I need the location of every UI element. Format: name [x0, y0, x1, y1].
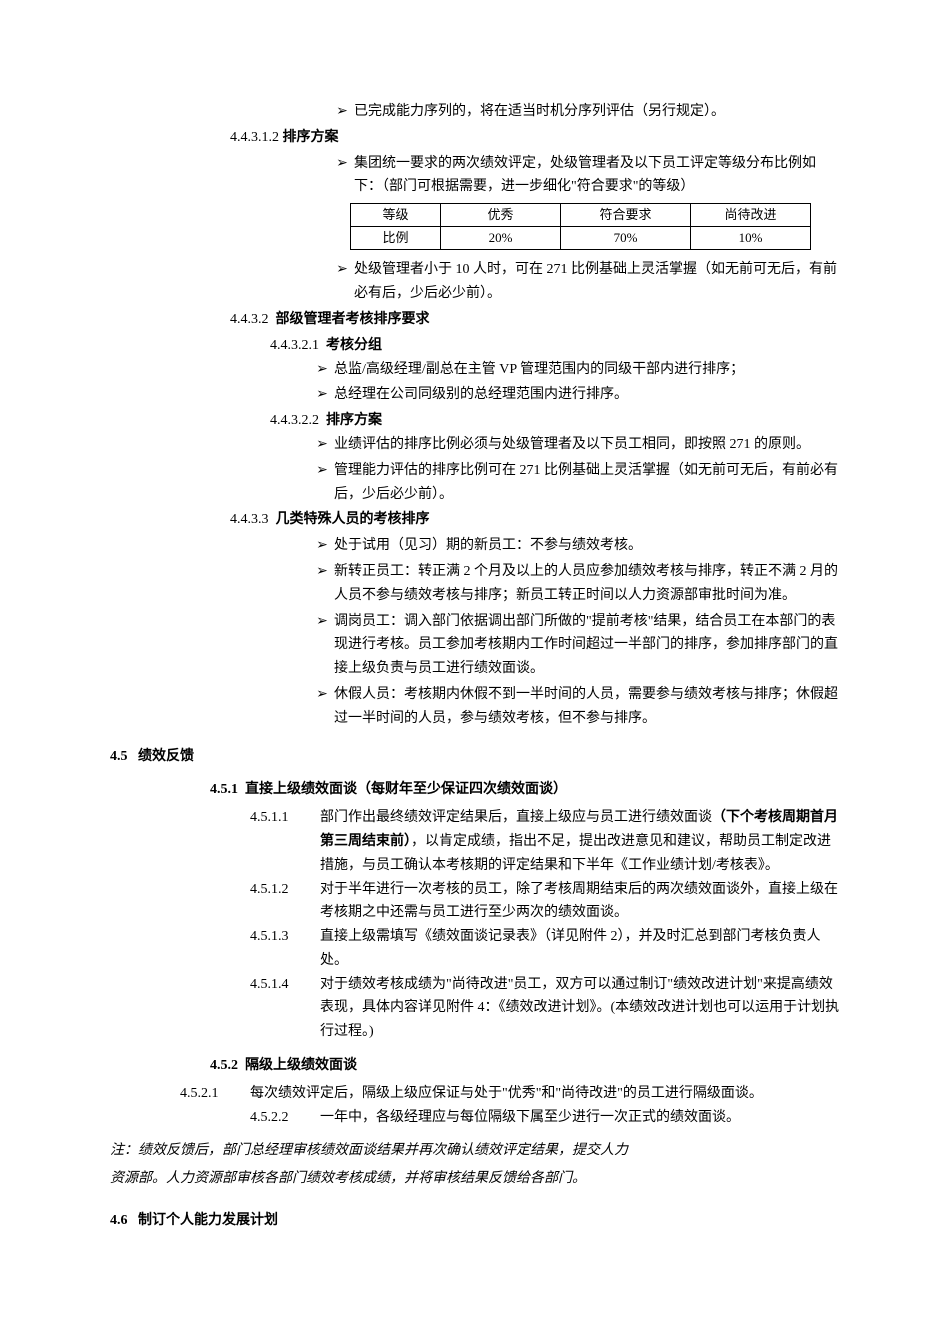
bullet-marker: ➢ [330, 152, 354, 200]
section-number: 4.4.3.3 [230, 512, 269, 527]
section-number: 4.4.3.2.2 [270, 413, 319, 428]
table-cell: 等级 [351, 204, 441, 227]
heading-45: 4.5 绩效反馈 [110, 745, 840, 769]
para-number: 4.5.2.2 [250, 1106, 320, 1130]
section-title: 几类特殊人员的考核排序 [276, 512, 430, 527]
table-cell: 尚待改进 [691, 204, 811, 227]
section-title: 考核分组 [326, 338, 382, 353]
bullet-marker: ➢ [330, 258, 354, 306]
heading-44322: 4.4.3.2.2 排序方案 [270, 409, 840, 433]
bullet-gm-grouping: ➢ 总经理在公司同级别的总经理范围内进行排序。 [310, 383, 840, 407]
bullet-text: 业绩评估的排序比例必须与处级管理者及以下员工相同，即按照 271 的原则。 [334, 433, 840, 457]
bullet-text: 处于试用（见习）期的新员工：不参与绩效考核。 [334, 534, 840, 558]
section-number: 4.4.3.2.1 [270, 338, 319, 353]
note-line2: 资源部。人力资源部审核各部门绩效考核成绩，并将审核结果反馈给各部门。 [110, 1165, 840, 1193]
para-4521: 4.5.2.1 每次绩效评定后，隔级上级应保证与处于"优秀"和"尚待改进"的员工… [180, 1082, 840, 1106]
para-number: 4.5.1.1 [250, 806, 320, 877]
para-4522: 4.5.2.2 一年中，各级经理应与每位隔级下属至少进行一次正式的绩效面谈。 [250, 1106, 840, 1130]
para-number: 4.5.1.4 [250, 973, 320, 1044]
bullet-text: 集团统一要求的两次绩效评定，处级管理者及以下员工评定等级分布比例如下：（部门可根… [354, 152, 840, 200]
para-text: 对于绩效考核成绩为"尚待改进"员工，双方可以通过制订"绩效改进计划"来提高绩效表… [320, 973, 840, 1044]
section-title: 部级管理者考核排序要求 [276, 312, 430, 327]
section-title: 隔级上级绩效面谈 [245, 1058, 357, 1073]
para-number: 4.5.1.3 [250, 925, 320, 973]
section-title: 排序方案 [283, 130, 339, 145]
bullet-probation: ➢ 处于试用（见习）期的新员工：不参与绩效考核。 [310, 534, 840, 558]
bullet-text: 处级管理者小于 10 人时，可在 271 比例基础上灵活掌握（如无前可无后，有前… [354, 258, 840, 306]
heading-4432: 4.4.3.2 部级管理者考核排序要求 [230, 308, 840, 332]
bullet-text: 调岗员工：调入部门依据调出部门所做的"提前考核"结果，结合员工在本部门的表现进行… [334, 610, 840, 681]
bullet-marker: ➢ [310, 560, 334, 608]
bullet-marker: ➢ [310, 459, 334, 507]
section-title: 排序方案 [326, 413, 382, 428]
bullet-less-than-10: ➢ 处级管理者小于 10 人时，可在 271 比例基础上灵活掌握（如无前可无后，… [330, 258, 840, 306]
bullet-marker: ➢ [310, 534, 334, 558]
heading-451: 4.5.1 直接上级绩效面谈（每财年至少保证四次绩效面谈） [210, 778, 840, 802]
note-line1: 注：绩效反馈后，部门总经理审核绩效面谈结果并再次确认绩效评定结果，提交人力 [110, 1137, 840, 1165]
table-cell: 70% [561, 227, 691, 250]
section-title: 制订个人能力发展计划 [138, 1213, 278, 1228]
heading-46: 4.6 制订个人能力发展计划 [110, 1209, 840, 1233]
para-text: 直接上级需填写《绩效面谈记录表》（详见附件 2），并及时汇总到部门考核负责人处。 [320, 925, 840, 973]
bullet-text: 管理能力评估的排序比例可在 271 比例基础上灵活掌握（如无前可无后，有前必有后… [334, 459, 840, 507]
bullet-marker: ➢ [310, 610, 334, 681]
table-cell: 20% [441, 227, 561, 250]
rating-distribution-table: 等级 优秀 符合要求 尚待改进 比例 20% 70% 10% [350, 203, 811, 250]
bullet-text: 已完成能力序列的，将在适当时机分序列评估（另行规定）。 [354, 100, 840, 124]
bullet-director-grouping: ➢ 总监/高级经理/副总在主管 VP 管理范围内的同级干部内进行排序； [310, 358, 840, 382]
bullet-newly-regular: ➢ 新转正员工：转正满 2 个月及以上的人员应参加绩效考核与排序，转正不满 2 … [310, 560, 840, 608]
section-number: 4.4.3.2 [230, 312, 269, 327]
bullet-mgmt-ratio: ➢ 管理能力评估的排序比例可在 271 比例基础上灵活掌握（如无前可无后，有前必… [310, 459, 840, 507]
table-cell: 10% [691, 227, 811, 250]
section-number: 4.5 [110, 749, 128, 764]
table-row: 比例 20% 70% 10% [351, 227, 811, 250]
section-title: 直接上级绩效面谈（每财年至少保证四次绩效面谈） [245, 782, 567, 797]
para-4514: 4.5.1.4 对于绩效考核成绩为"尚待改进"员工，双方可以通过制订"绩效改进计… [250, 973, 840, 1044]
section-number: 4.5.1 [210, 782, 238, 797]
note-feedback: 注：绩效反馈后，部门总经理审核绩效面谈结果并再次确认绩效评定结果，提交人力 资源… [110, 1137, 840, 1193]
para-text: 每次绩效评定后，隔级上级应保证与处于"优秀"和"尚待改进"的员工进行隔级面谈。 [250, 1082, 840, 1106]
bullet-text: 休假人员：考核期内休假不到一半时间的人员，需要参与绩效考核与排序；休假超过一半时… [334, 683, 840, 731]
bullet-marker: ➢ [310, 383, 334, 407]
bullet-marker: ➢ [330, 100, 354, 124]
para-4512: 4.5.1.2 对于半年进行一次考核的员工，除了考核周期结束后的两次绩效面谈外，… [250, 878, 840, 926]
heading-452: 4.5.2 隔级上级绩效面谈 [210, 1054, 840, 1078]
bullet-marker: ➢ [310, 433, 334, 457]
bullet-text: 总经理在公司同级别的总经理范围内进行排序。 [334, 383, 840, 407]
para-text: 对于半年进行一次考核的员工，除了考核周期结束后的两次绩效面谈外，直接上级在考核期… [320, 878, 840, 926]
bullet-on-leave: ➢ 休假人员：考核期内休假不到一半时间的人员，需要参与绩效考核与排序；休假超过一… [310, 683, 840, 731]
table-cell: 符合要求 [561, 204, 691, 227]
text-plain: 部门作出最终绩效评定结果后，直接上级应与员工进行绩效面谈 [320, 810, 712, 825]
bullet-transferred: ➢ 调岗员工：调入部门依据调出部门所做的"提前考核"结果，结合员工在本部门的表现… [310, 610, 840, 681]
bullet-text: 总监/高级经理/副总在主管 VP 管理范围内的同级干部内进行排序； [334, 358, 840, 382]
heading-4433: 4.4.3.3 几类特殊人员的考核排序 [230, 508, 840, 532]
bullet-group-requirement: ➢ 集团统一要求的两次绩效评定，处级管理者及以下员工评定等级分布比例如下：（部门… [330, 152, 840, 200]
para-number: 4.5.1.2 [250, 878, 320, 926]
bullet-marker: ➢ [310, 683, 334, 731]
para-4513: 4.5.1.3 直接上级需填写《绩效面谈记录表》（详见附件 2），并及时汇总到部… [250, 925, 840, 973]
table-cell: 优秀 [441, 204, 561, 227]
section-number: 4.5.2 [210, 1058, 238, 1073]
table-cell: 比例 [351, 227, 441, 250]
table-row: 等级 优秀 符合要求 尚待改进 [351, 204, 811, 227]
bullet-marker: ➢ [310, 358, 334, 382]
section-title: 绩效反馈 [138, 749, 194, 764]
section-number: 4.4.3.1.2 [230, 130, 279, 145]
section-number: 4.6 [110, 1213, 128, 1228]
heading-44321: 4.4.3.2.1 考核分组 [270, 334, 840, 358]
para-text: 部门作出最终绩效评定结果后，直接上级应与员工进行绩效面谈（下个考核周期首月第三周… [320, 806, 840, 877]
bullet-text: 新转正员工：转正满 2 个月及以上的人员应参加绩效考核与排序，转正不满 2 月的… [334, 560, 840, 608]
para-text: 一年中，各级经理应与每位隔级下属至少进行一次正式的绩效面谈。 [320, 1106, 840, 1130]
bullet-completed-ability: ➢ 已完成能力序列的，将在适当时机分序列评估（另行规定）。 [330, 100, 840, 124]
bullet-performance-ratio: ➢ 业绩评估的排序比例必须与处级管理者及以下员工相同，即按照 271 的原则。 [310, 433, 840, 457]
heading-44312: 4.4.3.1.2 排序方案 [230, 126, 840, 150]
para-4511: 4.5.1.1 部门作出最终绩效评定结果后，直接上级应与员工进行绩效面谈（下个考… [250, 806, 840, 877]
para-number: 4.5.2.1 [180, 1082, 250, 1106]
